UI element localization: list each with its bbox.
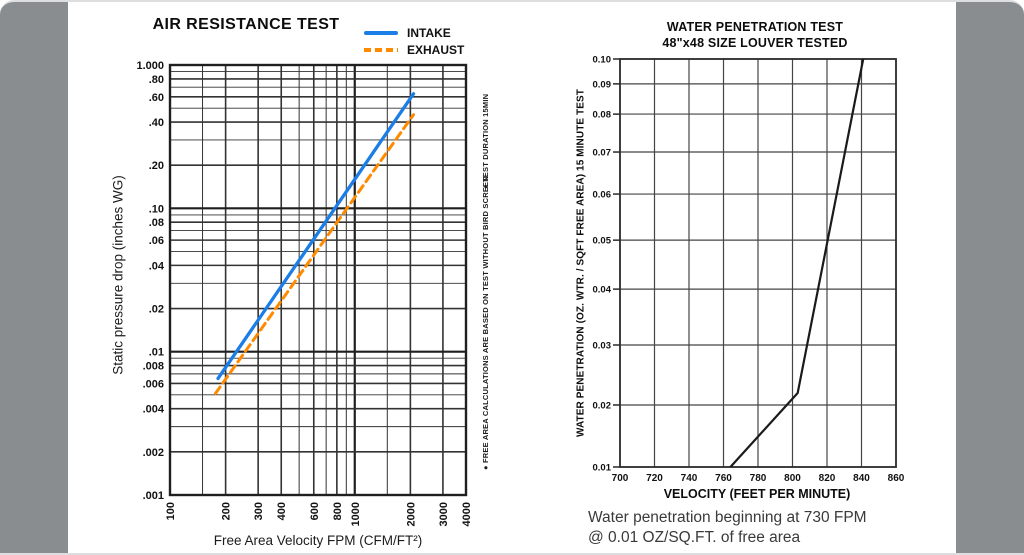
x-tick: 1000 bbox=[350, 502, 362, 526]
air-chart-y-axis-title: Static pressure drop (inches WG) bbox=[110, 175, 126, 375]
x-tick: 2000 bbox=[405, 502, 417, 526]
y-tick-label: 0.03 bbox=[593, 341, 612, 352]
y-tick-label: .60 bbox=[149, 92, 164, 104]
y-tick-label: 0.08 bbox=[593, 110, 612, 121]
air-chart-x-axis-title: Free Area Velocity FPM (CFM/FT²) bbox=[213, 533, 423, 548]
x-tick-label: 800 bbox=[332, 502, 344, 520]
x-tick: 4000 bbox=[461, 502, 473, 526]
right-gray-margin bbox=[956, 2, 1024, 553]
y-tick-label: .40 bbox=[149, 117, 164, 129]
x-tick-label: 840 bbox=[853, 473, 870, 484]
air-chart-grid bbox=[170, 65, 466, 495]
y-tick-label: .02 bbox=[149, 304, 164, 316]
y-tick-label: .01 bbox=[149, 347, 164, 359]
x-tick: 3000 bbox=[438, 502, 450, 526]
test-duration-note: ● TEST DURATION 15MIN bbox=[481, 93, 490, 189]
y-tick-label: 0.10 bbox=[593, 55, 612, 66]
x-tick-label: 200 bbox=[221, 502, 233, 520]
series-line-water-penetration bbox=[729, 58, 865, 468]
y-tick-label: .004 bbox=[143, 404, 165, 416]
x-tick: 400 bbox=[276, 502, 288, 520]
water-chart-plot-border bbox=[619, 58, 897, 468]
legend-label-exhaust: EXHAUST bbox=[407, 43, 465, 57]
x-tick-label: 860 bbox=[888, 473, 905, 484]
x-tick-label: 820 bbox=[819, 473, 836, 484]
x-tick-label: 800 bbox=[784, 473, 801, 484]
legend-item-exhaust: EXHAUST bbox=[364, 43, 464, 57]
y-tick-label: 0.06 bbox=[593, 190, 612, 201]
y-tick-label: 0.09 bbox=[593, 79, 612, 90]
y-tick-label: 0.04 bbox=[593, 285, 612, 296]
y-tick-label: .80 bbox=[149, 74, 164, 86]
y-tick-label: .002 bbox=[143, 447, 164, 459]
y-tick-label: .10 bbox=[149, 203, 164, 215]
x-tick: 300 bbox=[253, 502, 265, 520]
x-tick-label: 2000 bbox=[405, 502, 417, 526]
air-resistance-chart: 1.000 .80 .60 .40 .20 .10 .08 .06 .04 .02 .01 .008.… bbox=[136, 60, 473, 526]
x-tick-label: 760 bbox=[715, 473, 732, 484]
y-tick-label: .08 bbox=[149, 217, 164, 229]
y-tick-label: .001 bbox=[143, 490, 164, 502]
x-tick-label: 300 bbox=[253, 502, 265, 520]
water-penetration-caption: Water penetration beginning at 730 FPM @… bbox=[588, 508, 867, 548]
y-tick-label: 0.02 bbox=[593, 400, 612, 411]
free-area-calculation-note: ● FREE AREA CALCULATIONS ARE BASED ON TE… bbox=[481, 176, 490, 470]
air-chart-title: AIR RESISTANCE TEST bbox=[152, 16, 340, 33]
x-tick: 600 bbox=[309, 502, 321, 520]
x-tick-label: 600 bbox=[309, 502, 321, 520]
caption-line-2: @ 0.01 OZ/SQ.FT. of free area bbox=[588, 529, 801, 546]
water-chart-x-axis-title: VELOCITY (FEET PER MINUTE) bbox=[663, 487, 851, 501]
legend-item-intake: INTAKE bbox=[364, 26, 464, 40]
water-chart-title: WATER PENETRATION TEST bbox=[666, 20, 844, 34]
air-chart-plot-border bbox=[168, 63, 468, 497]
x-tick-label: 3000 bbox=[438, 502, 450, 526]
water-chart-subtitle: 48"x48 SIZE LOUVER TESTED bbox=[662, 36, 848, 50]
x-tick: 800 bbox=[332, 502, 344, 520]
y-tick-label: .008 bbox=[143, 361, 164, 373]
legend-label-intake: INTAKE bbox=[407, 26, 451, 40]
x-tick-label: 4000 bbox=[461, 502, 473, 526]
x-tick-label: 1000 bbox=[350, 502, 362, 526]
y-tick-label: 0.05 bbox=[593, 236, 612, 247]
x-tick-label: 700 bbox=[612, 473, 629, 484]
y-tick-label: .006 bbox=[143, 378, 164, 390]
water-chart-grid bbox=[620, 59, 896, 467]
water-penetration-chart: 0.10 0.09 0.08 0.07 0.06 0.05 0.04 0.03 0.02 0.01… bbox=[593, 55, 905, 485]
air-chart-legend: INTAKE EXHAUST bbox=[364, 26, 464, 57]
left-gray-margin bbox=[0, 2, 68, 553]
series-line-exhaust bbox=[213, 113, 416, 396]
x-tick: 200 bbox=[221, 502, 233, 520]
x-tick-label: 780 bbox=[750, 473, 767, 484]
exhaust-line-swatch bbox=[364, 47, 398, 53]
x-tick: 100 bbox=[165, 502, 177, 520]
y-tick-label: 0.07 bbox=[593, 148, 612, 159]
y-tick-label: .20 bbox=[149, 160, 164, 172]
caption-line-1: Water penetration beginning at 730 FPM bbox=[588, 509, 867, 526]
x-tick-label: 100 bbox=[165, 502, 177, 520]
y-tick-label: .04 bbox=[149, 260, 165, 272]
y-tick-label: .06 bbox=[149, 235, 164, 247]
intake-line-swatch bbox=[364, 30, 398, 36]
y-tick-label: 1.000 bbox=[136, 60, 164, 72]
x-tick-label: 740 bbox=[681, 473, 698, 484]
water-chart-y-axis-title: WATER PENETRATION (OZ. WTR. / SQFT FREE … bbox=[575, 88, 587, 438]
series-line-intake bbox=[216, 92, 416, 381]
y-tick-label: 0.01 bbox=[593, 463, 612, 474]
x-tick-label: 400 bbox=[276, 502, 288, 520]
x-tick-label: 720 bbox=[646, 473, 663, 484]
